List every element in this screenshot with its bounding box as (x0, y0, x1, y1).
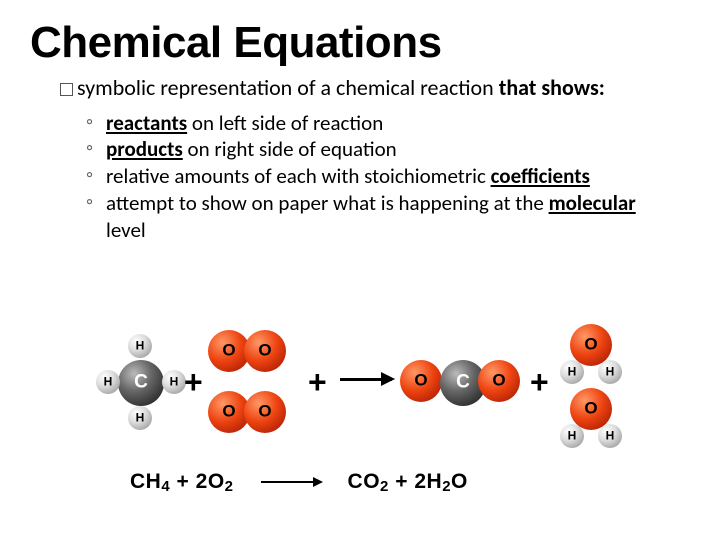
b3-pre: relative amounts of each with stoichiome… (106, 163, 491, 189)
oxygen-atom: O (244, 391, 286, 433)
eq-h2o-o: O (451, 470, 468, 493)
sub-bullet-reactants: reactants on left side of reaction (86, 110, 680, 137)
atom-label-c: C (456, 372, 470, 394)
atom-label-o: O (584, 399, 597, 419)
eq-plus1: + (177, 470, 196, 493)
kw-molecular: molecular (549, 190, 636, 216)
b4-rest: level (106, 217, 146, 243)
atom-label-h: H (568, 429, 577, 443)
eq-plus2: + (395, 470, 414, 493)
sub-bullet-list: reactants on left side of reaction produ… (60, 102, 680, 244)
kw-coefficients: coefficients (491, 163, 590, 189)
sub-bullet-molecular: attempt to show on paper what is happeni… (86, 190, 680, 244)
atom-label-h: H (170, 375, 179, 389)
atom-label-h: H (606, 365, 615, 379)
body-content: symbolic representation of a chemical re… (0, 68, 720, 244)
main-text-pre: symbolic representation of a chemical re… (77, 74, 499, 101)
hydrogen-atom: H (128, 334, 152, 358)
checkbox-bullet-icon (60, 83, 73, 96)
hydrogen-atom: H (560, 360, 584, 384)
oxygen-atom: O (244, 330, 286, 372)
hydrogen-atom: H (598, 424, 622, 448)
atom-label-h: H (606, 429, 615, 443)
sub-bullet-products: products on right side of equation (86, 136, 680, 163)
atom-label-h: H (104, 375, 113, 389)
oxygen-atom: O (478, 360, 520, 402)
eq-sub2c: 2 (442, 478, 451, 495)
kw-products: products (106, 136, 183, 162)
hydrogen-atom: H (128, 406, 152, 430)
atom-label-o: O (258, 341, 271, 361)
atom-label-c: C (134, 372, 148, 394)
slide-title: Chemical Equations (0, 0, 720, 68)
b1-rest: on left side of reaction (187, 110, 383, 136)
hydrogen-atom: H (598, 360, 622, 384)
hydrogen-atom: H (96, 370, 120, 394)
atom-label-o: O (492, 371, 505, 391)
hydrogen-atom: H (560, 424, 584, 448)
eq-ch4: CH (130, 470, 161, 493)
molecule-diagram: C H H H H + O O O O + O C O + O H H O H … (80, 316, 650, 456)
plus-icon: + (184, 364, 203, 401)
eq-2o2: 2O (196, 470, 225, 493)
hydrogen-atom: H (162, 370, 186, 394)
plus-icon: + (530, 364, 549, 401)
carbon-atom: C (118, 360, 164, 406)
oxygen-atom: O (400, 360, 442, 402)
atom-label-h: H (136, 411, 145, 425)
main-bullet: symbolic representation of a chemical re… (60, 74, 680, 102)
equation-arrow-icon (261, 481, 321, 483)
atom-label-o: O (222, 341, 235, 361)
atom-label-h: H (136, 339, 145, 353)
eq-sub2b: 2 (380, 478, 389, 495)
atom-label-o: O (414, 371, 427, 391)
eq-sub4: 4 (161, 478, 170, 495)
main-text-bold: that shows: (499, 74, 605, 101)
atom-label-o: O (222, 402, 235, 422)
eq-2h2o: 2H (414, 470, 442, 493)
atom-label-o: O (258, 402, 271, 422)
eq-sub2a: 2 (225, 478, 234, 495)
chemical-equation-text: CH4 + 2O2 CO2 + 2H2O (130, 470, 468, 495)
atom-label-o: O (584, 335, 597, 355)
b2-rest: on right side of equation (183, 136, 397, 162)
kw-reactants: reactants (106, 110, 187, 136)
eq-co2: CO (348, 470, 381, 493)
plus-icon: + (308, 364, 327, 401)
atom-label-h: H (568, 365, 577, 379)
b4-pre: attempt to show on paper what is happeni… (106, 190, 549, 216)
reaction-arrow-icon (340, 378, 392, 381)
sub-bullet-coefficients: relative amounts of each with stoichiome… (86, 163, 680, 190)
